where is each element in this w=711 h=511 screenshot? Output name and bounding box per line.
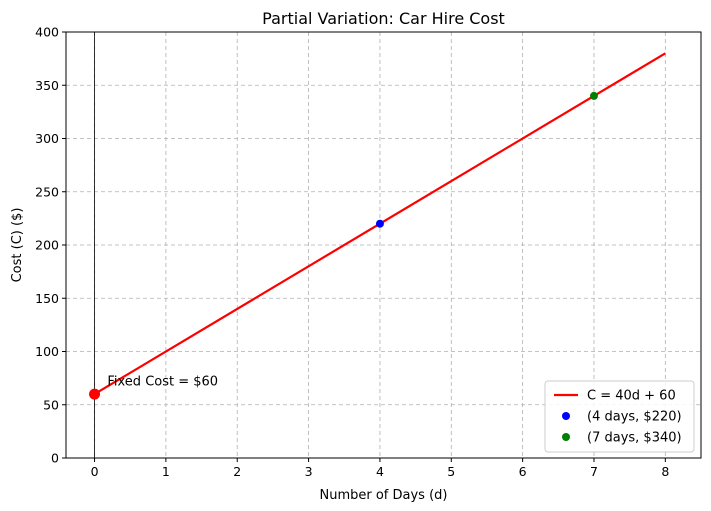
legend-label: (7 days, $340) <box>587 431 682 446</box>
legend-point-marker <box>562 433 570 441</box>
x-tick-label: 7 <box>590 464 598 479</box>
axis-ticks: 0 1 2 3 4 5 6 7 8 0 50 100 150 200 250 300 350 400 <box>35 25 669 480</box>
plot-series <box>89 52 666 400</box>
x-tick-label: 3 <box>305 464 313 479</box>
fixed-cost-point <box>89 388 101 400</box>
legend-label: (4 days, $220) <box>587 410 682 425</box>
annotation-text: Fixed Cost = $60 <box>107 375 218 390</box>
x-tick-label: 8 <box>661 464 669 479</box>
chart-title: Partial Variation: Car Hire Cost <box>262 9 505 28</box>
y-tick-label: 250 <box>35 184 59 199</box>
y-tick-label: 0 <box>51 451 59 466</box>
x-tick-label: 6 <box>519 464 527 479</box>
x-tick-label: 5 <box>447 464 455 479</box>
data-point <box>375 219 384 228</box>
y-tick-label: 150 <box>35 291 59 306</box>
x-tick-label: 2 <box>233 464 241 479</box>
legend-label: C = 40d + 60 <box>587 389 676 404</box>
y-tick-label: 300 <box>35 131 59 146</box>
data-point <box>589 91 598 100</box>
legend: C = 40d + 60 (4 days, $220) (7 days, $340) <box>544 380 695 453</box>
x-tick-label: 1 <box>162 464 170 479</box>
legend-box <box>544 380 695 453</box>
y-tick-label: 400 <box>35 25 59 40</box>
y-tick-label: 50 <box>43 397 59 412</box>
y-tick-label: 350 <box>35 78 59 93</box>
y-tick-label: 200 <box>35 238 59 253</box>
x-tick-label: 4 <box>376 464 384 479</box>
annotations: Fixed Cost = $60 <box>107 375 218 390</box>
y-axis-label: Cost (C) ($) <box>10 208 25 283</box>
y-tick-label: 100 <box>35 344 59 359</box>
x-tick-label: 0 <box>91 464 99 479</box>
legend-point-marker <box>562 412 570 420</box>
x-axis-label: Number of Days (d) <box>320 488 448 503</box>
